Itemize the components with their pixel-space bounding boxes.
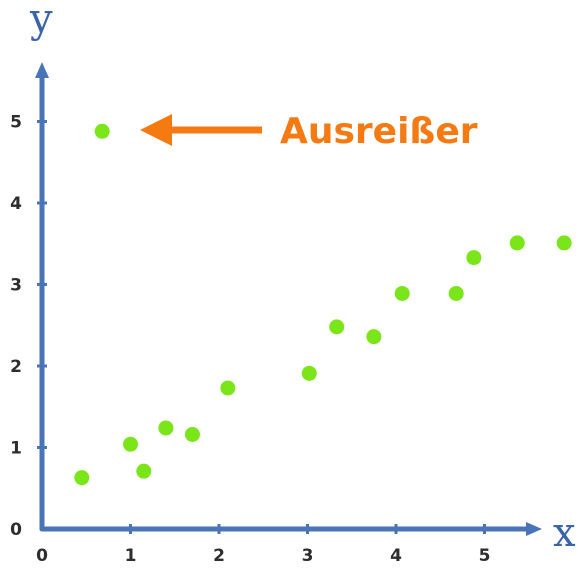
data-point — [366, 329, 382, 345]
x-tick-label: 5 — [479, 546, 491, 566]
data-point — [158, 420, 174, 436]
data-point — [556, 235, 572, 251]
outlier-arrow-head — [140, 114, 172, 146]
y-tick-label: 0 — [10, 520, 22, 540]
x-tick-label: 0 — [36, 546, 48, 566]
y-axis-label: y — [29, 0, 53, 42]
x-axis-arrowhead — [526, 522, 542, 536]
data-point — [466, 250, 482, 266]
x-tick-label: 1 — [125, 546, 137, 566]
x-ticks: 0 1 2 3 4 5 — [36, 524, 490, 566]
y-tick-label: 3 — [10, 276, 22, 296]
y-tick-label: 4 — [10, 194, 22, 214]
y-tick-label: 5 — [10, 113, 22, 133]
data-point — [301, 365, 317, 381]
axes — [35, 62, 542, 536]
data-point — [184, 426, 200, 442]
data-point — [74, 470, 90, 486]
data-point — [329, 319, 345, 335]
data-point — [136, 463, 152, 479]
y-axis-arrowhead — [35, 62, 49, 78]
x-tick-label: 2 — [213, 546, 225, 566]
data-point — [123, 436, 138, 452]
x-tick-label: 4 — [390, 546, 402, 566]
data-point — [220, 380, 236, 396]
data-point — [394, 285, 410, 301]
y-tick-label: 1 — [10, 439, 22, 459]
data-points — [74, 123, 572, 486]
outlier-label: Ausreißer — [280, 111, 478, 152]
y-tick-label: 2 — [10, 357, 22, 377]
data-point — [448, 285, 464, 301]
y-ticks: 0 1 2 3 4 5 — [10, 113, 47, 540]
x-axis-label: x — [553, 510, 576, 556]
outlier-annotation: Ausreißer — [140, 111, 478, 152]
x-tick-label: 3 — [302, 546, 314, 566]
data-point — [509, 235, 525, 251]
data-point — [94, 123, 110, 139]
